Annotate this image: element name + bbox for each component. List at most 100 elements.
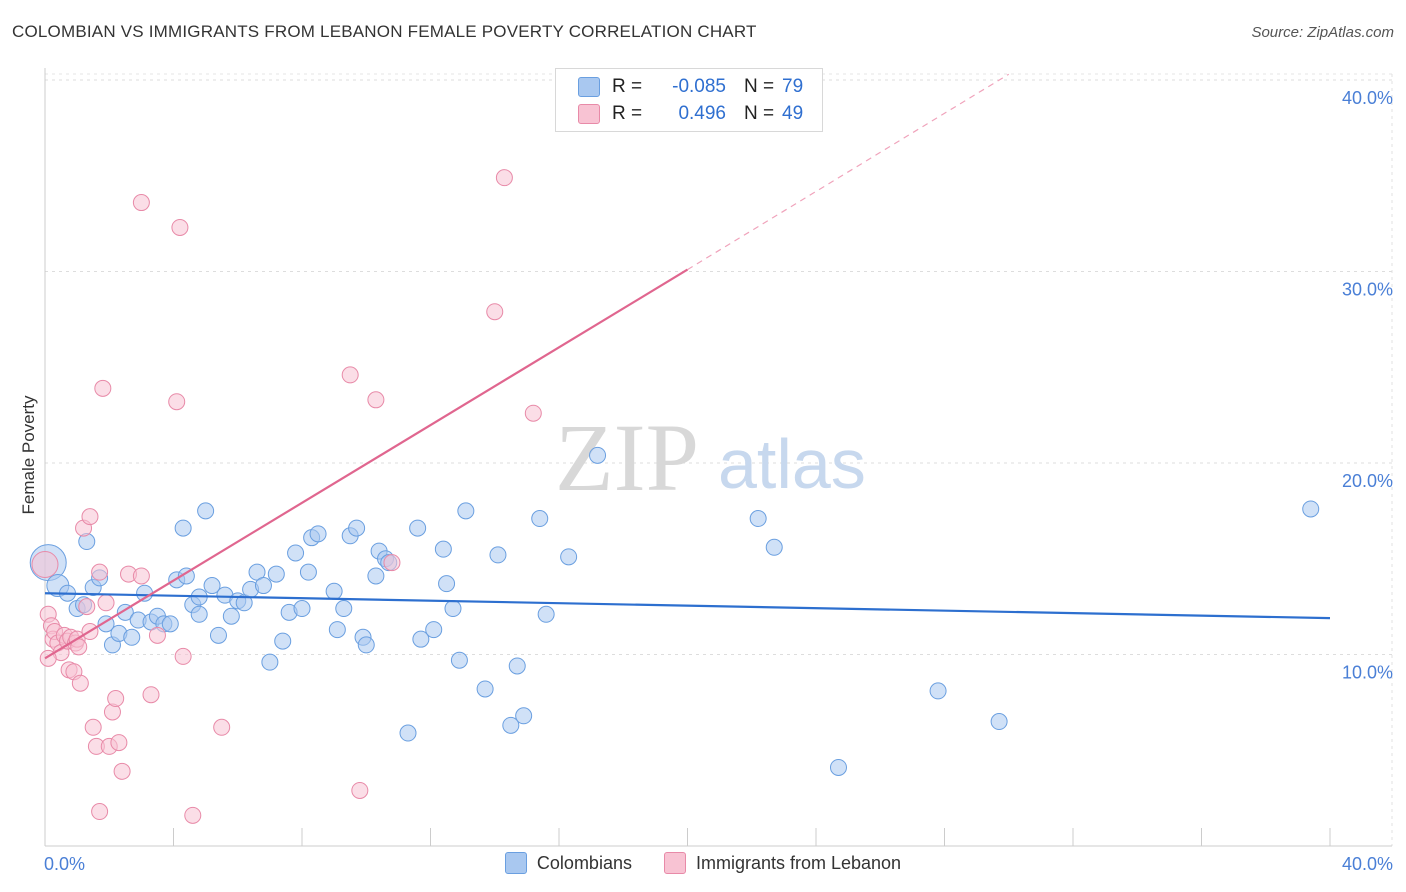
data-point — [335, 600, 353, 618]
data-point — [254, 577, 272, 595]
data-point — [444, 600, 462, 618]
data-point — [142, 686, 160, 704]
axes — [44, 68, 1392, 847]
data-point — [113, 762, 131, 780]
legend-r-label: R = — [612, 76, 643, 97]
data-point — [274, 632, 292, 650]
data-point — [502, 716, 520, 734]
data-point — [184, 806, 202, 824]
chart-title: COLOMBIAN VS IMMIGRANTS FROM LEBANON FEM… — [12, 22, 757, 41]
data-point — [293, 600, 311, 618]
series-lebanon — [31, 169, 542, 824]
data-point — [71, 674, 89, 692]
data-point — [383, 554, 401, 572]
data-point — [457, 502, 475, 520]
data-point — [132, 567, 150, 585]
data-point — [174, 519, 192, 537]
data-point — [190, 605, 208, 623]
legend-n-value: 49 — [782, 103, 804, 124]
data-point — [168, 393, 186, 411]
data-point — [351, 781, 369, 799]
data-point — [328, 621, 346, 639]
legend-n-value: 79 — [782, 76, 804, 97]
legend-swatch-colombians — [578, 77, 600, 97]
data-point — [341, 366, 359, 384]
data-point — [287, 544, 305, 562]
legend-r-value: -0.085 — [672, 76, 726, 97]
legend-r-value: 0.496 — [678, 103, 726, 124]
legend-label-lebanon: Immigrants from Lebanon — [695, 852, 902, 873]
correlation-legend: R = -0.085 N = 79 R = 0.496 N = 49 — [555, 68, 823, 132]
data-point — [515, 707, 533, 725]
y-tick-label: 10.0% — [1342, 663, 1393, 683]
data-point — [399, 724, 417, 742]
data-point — [929, 682, 947, 700]
data-point — [81, 508, 99, 526]
data-point — [84, 718, 102, 736]
data-point — [438, 575, 456, 593]
data-point — [425, 621, 443, 639]
trend-lines — [44, 73, 1331, 660]
data-point — [531, 510, 549, 528]
data-point — [123, 628, 141, 646]
legend-item-colombians[interactable]: Colombians — [504, 852, 632, 874]
data-point — [508, 657, 526, 675]
legend-row-colombians: R = -0.085 N = 79 — [578, 74, 803, 100]
data-point — [177, 567, 195, 585]
data-point — [367, 391, 385, 409]
data-point — [309, 525, 327, 543]
data-point — [299, 563, 317, 581]
x-tick-label: 40.0% — [1342, 854, 1393, 874]
data-point — [367, 567, 385, 585]
data-point — [213, 718, 231, 736]
watermark-zip: ZIP — [555, 404, 699, 511]
data-point — [325, 582, 343, 600]
data-point — [261, 653, 279, 671]
data-point — [589, 446, 607, 464]
data-point — [171, 218, 189, 236]
data-point — [203, 577, 221, 595]
legend-swatch-lebanon — [663, 852, 686, 874]
data-point — [148, 626, 166, 644]
data-point — [829, 758, 847, 776]
data-point — [197, 502, 215, 520]
data-point — [174, 647, 192, 665]
data-point — [78, 598, 96, 616]
watermark-atlas: atlas — [718, 425, 866, 503]
data-point — [486, 303, 504, 321]
data-point — [94, 379, 112, 397]
data-point — [132, 194, 150, 212]
series-colombians — [29, 446, 1320, 776]
data-point — [495, 169, 513, 187]
legend-n-label: N = — [744, 76, 775, 97]
grid-lines — [45, 73, 1393, 846]
legend-r-label: R = — [612, 103, 643, 124]
x-tick-label: 0.0% — [44, 854, 85, 874]
y-tick-label: 20.0% — [1342, 471, 1393, 491]
data-point — [31, 550, 59, 578]
y-tick-label: 30.0% — [1342, 280, 1393, 300]
trend-line — [44, 592, 1331, 620]
data-point — [990, 713, 1008, 731]
data-point — [476, 680, 494, 698]
legend-swatch-lebanon — [578, 104, 600, 124]
data-point — [107, 690, 125, 708]
data-point — [97, 594, 115, 612]
legend-item-lebanon[interactable]: Immigrants from Lebanon — [663, 852, 902, 874]
trend-line — [44, 268, 689, 660]
data-point — [434, 540, 452, 558]
legend-label-colombians: Colombians — [536, 852, 632, 873]
y-axis-label: Female Poverty — [19, 395, 38, 515]
data-point — [765, 538, 783, 556]
data-point — [348, 519, 366, 537]
data-point — [412, 630, 430, 648]
watermark: ZIP atlas — [555, 404, 866, 511]
data-point — [524, 404, 542, 422]
data-point — [749, 510, 767, 528]
tick-labels: 10.0% 20.0% 30.0% 40.0% 0.0% 40.0% — [44, 88, 1393, 874]
legend-n-label: N = — [744, 103, 775, 124]
data-point — [267, 565, 285, 583]
data-point — [1302, 500, 1320, 518]
trend-line-extension — [687, 73, 1010, 271]
